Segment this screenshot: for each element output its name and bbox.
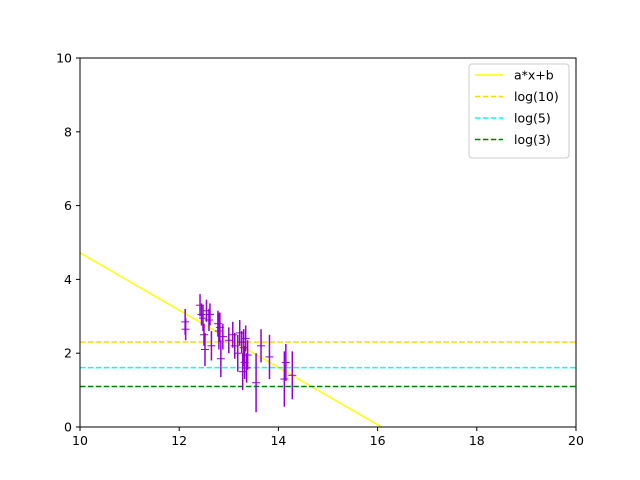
scatter-point-27 [242,353,251,383]
y-tick-label-4: 4 [64,272,72,287]
scatter-point-30 [257,329,266,363]
scatter-point-10 [205,303,214,326]
scatter-point-16 [218,323,227,350]
y-tick-label-6: 6 [64,198,72,213]
y-tick-label-8: 8 [64,124,72,139]
scatter-point-7 [200,332,209,367]
scatter-series [181,294,297,413]
scatter-point-2 [181,318,190,341]
axes-frame [79,57,577,428]
plot-clip-group [80,252,576,427]
x-tick-label-12: 12 [171,433,187,448]
x-tick-label-16: 16 [370,433,386,448]
scatter-point-5 [199,305,208,332]
scatter-point-32 [280,351,289,407]
scatter-point-6 [200,323,208,346]
scatter-point-28 [243,340,252,370]
scatter-point-34 [288,351,297,400]
x-tick-label-10: 10 [72,433,88,448]
scatter-point-4 [197,303,206,326]
y-tick-label-0: 0 [64,420,72,435]
axes: 10 12 14 16 18 20 0 2 4 6 8 10 [56,51,584,449]
scatter-point-33 [281,343,290,381]
scatter-point-17 [224,327,233,354]
legend-label-2: log(10) [514,89,559,104]
x-tick-label-14: 14 [270,433,286,448]
scatter-point-11 [207,331,216,361]
scatter-point-13 [214,312,223,350]
scatter-point-9 [204,308,213,332]
x-tick-label-20: 20 [568,433,584,448]
y-tick-label-2: 2 [64,346,72,361]
legend-label-4: log(3) [514,132,551,147]
legend-label-1: a*x+b [514,68,554,83]
scatter-point-31 [265,334,274,380]
legend-box [468,63,570,159]
legend: a*x+b log(10) log(5) log(3) [468,63,570,159]
scatter-point-29 [252,353,261,413]
legend-label-3: log(5) [514,111,551,126]
scatter-point-15 [216,340,225,378]
x-tick-label-18: 18 [469,433,485,448]
scatter-point-20 [233,334,242,372]
plot-area [80,252,576,427]
y-tick-label-10: 10 [56,51,72,66]
scatter-point-26 [241,325,250,352]
